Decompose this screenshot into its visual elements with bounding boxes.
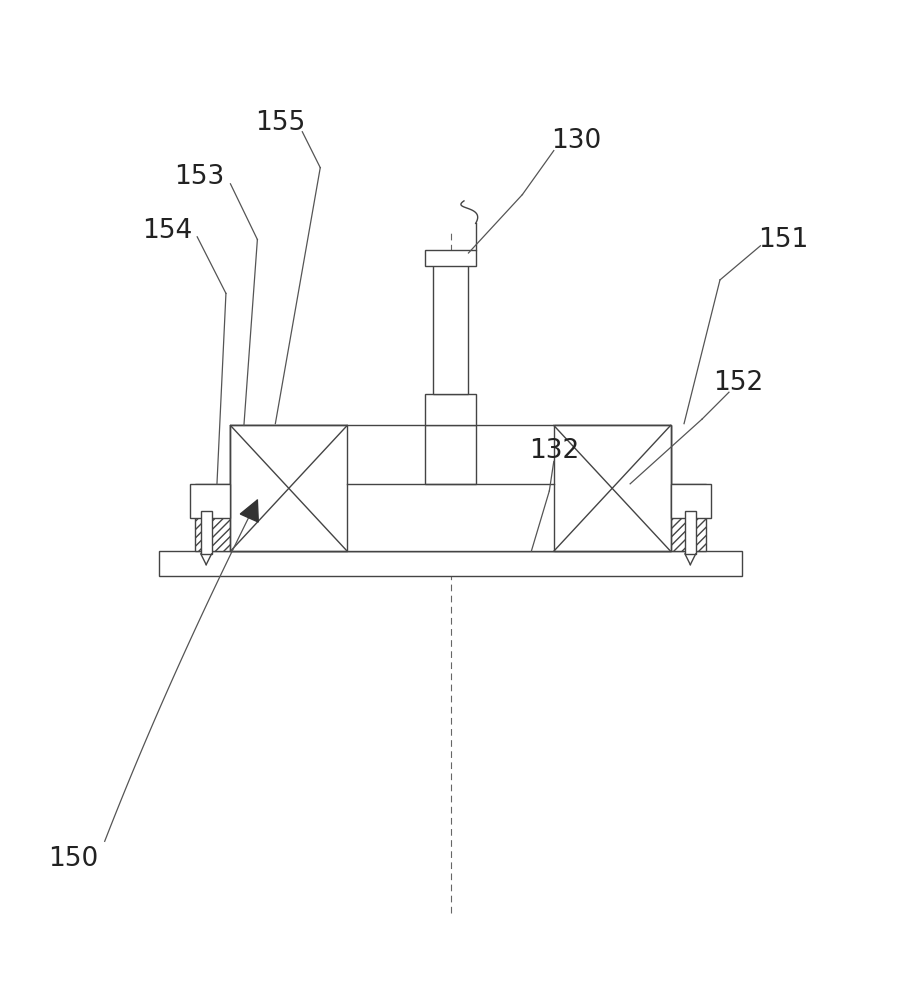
Bar: [432, 259, 469, 394]
Bar: [195, 484, 706, 551]
Bar: [190, 484, 231, 518]
Text: 154: 154: [142, 218, 193, 244]
Text: 130: 130: [551, 128, 601, 154]
Bar: [231, 425, 347, 484]
Bar: [159, 551, 742, 576]
Bar: [554, 425, 670, 551]
Bar: [554, 425, 670, 484]
Text: 152: 152: [713, 370, 763, 396]
Text: 132: 132: [529, 438, 579, 464]
Text: 155: 155: [255, 110, 305, 136]
Polygon shape: [241, 500, 259, 522]
Bar: [425, 394, 476, 425]
Bar: [231, 425, 670, 551]
Text: 153: 153: [174, 164, 224, 190]
Bar: [670, 484, 711, 518]
Bar: [685, 511, 696, 554]
Bar: [425, 425, 476, 484]
Bar: [425, 250, 476, 266]
Bar: [201, 511, 212, 554]
Bar: [231, 425, 347, 551]
Text: 150: 150: [48, 846, 98, 872]
Text: 151: 151: [758, 227, 808, 253]
